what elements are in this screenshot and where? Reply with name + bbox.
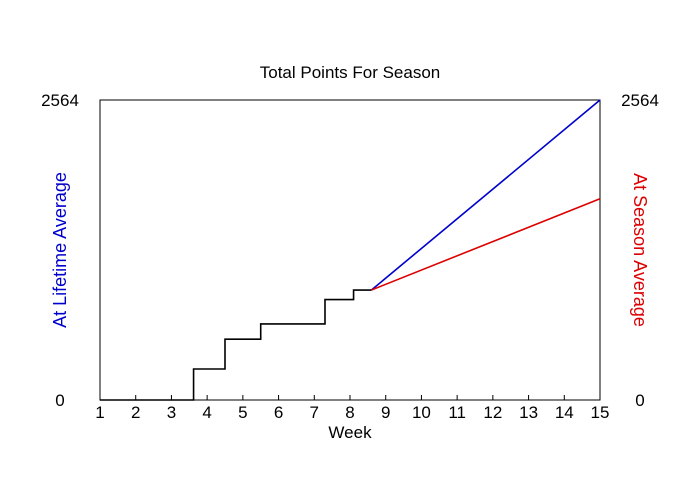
x-tick-label: 10 bbox=[412, 403, 431, 422]
x-tick-label: 13 bbox=[519, 403, 538, 422]
x-tick-label: 1 bbox=[95, 403, 104, 422]
y-right-tick-max: 2564 bbox=[621, 91, 659, 110]
x-tick-label: 2 bbox=[131, 403, 140, 422]
x-axis-ticks: 1 2 3 4 5 6 7 8 9 10 11 12 13 14 15 bbox=[95, 395, 609, 422]
series-line-0 bbox=[100, 289, 372, 401]
x-tick-label: 3 bbox=[167, 403, 176, 422]
x-tick-label: 5 bbox=[238, 403, 247, 422]
left-axis-label: At Lifetime Average bbox=[50, 172, 70, 328]
x-tick-label: 4 bbox=[202, 403, 211, 422]
series-layer bbox=[100, 99, 601, 401]
y-left-tick-max: 2564 bbox=[41, 91, 79, 110]
y-left-tick-min: 0 bbox=[55, 391, 64, 410]
x-tick-label: 15 bbox=[591, 403, 610, 422]
x-axis-label: Week bbox=[328, 423, 372, 442]
x-tick-label: 6 bbox=[274, 403, 283, 422]
series-line-2 bbox=[371, 198, 601, 291]
right-axis-label: At Season Average bbox=[630, 173, 650, 327]
x-tick-label: 7 bbox=[310, 403, 319, 422]
y-right-tick-min: 0 bbox=[635, 391, 644, 410]
plot-frame bbox=[99, 99, 601, 401]
chart-title: Total Points For Season bbox=[260, 63, 440, 82]
series-line-1 bbox=[370, 99, 601, 291]
x-tick-label: 11 bbox=[448, 403, 466, 422]
x-tick-label: 14 bbox=[555, 403, 574, 422]
x-tick-label: 12 bbox=[483, 403, 502, 422]
x-tick-label: 8 bbox=[345, 403, 354, 422]
x-tick-label: 9 bbox=[381, 403, 390, 422]
